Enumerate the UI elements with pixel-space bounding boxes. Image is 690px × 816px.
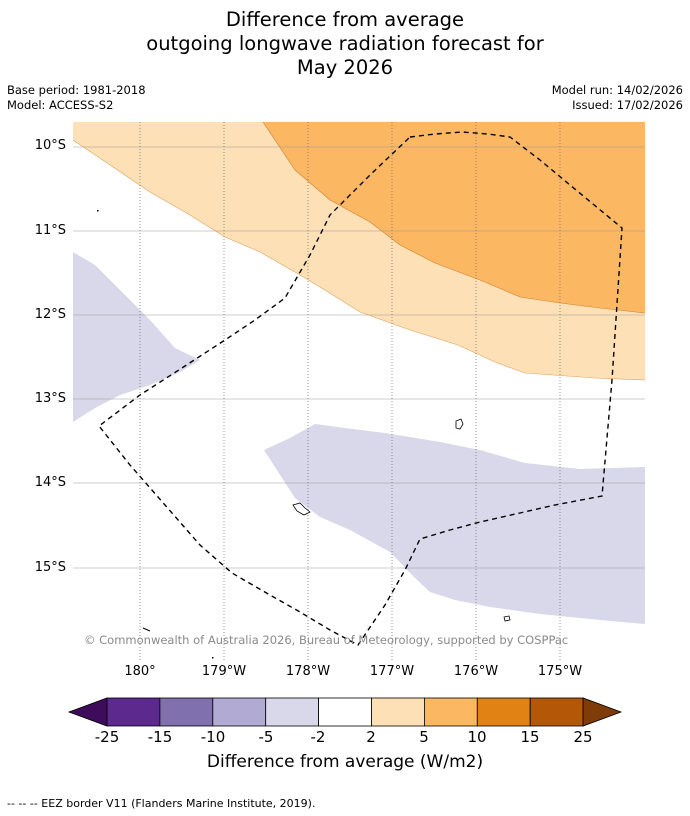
lon-label: 177°W (369, 664, 415, 679)
footer-note: -- -- -- EEZ border V11 (Flanders Marine… (7, 797, 316, 810)
colorbar-tick-label: 5 (419, 728, 429, 746)
lon-label: 179°W (201, 664, 247, 679)
colorbar-tick-label: -10 (200, 728, 226, 746)
meta-right: Model run: 14/02/2026 Issued: 17/02/2026 (552, 83, 683, 113)
lat-label: 15°S (34, 560, 66, 575)
lon-label: 180° (124, 664, 156, 679)
lat-label: 10°S (34, 138, 66, 153)
colorbar-tick-label: -2 (310, 728, 326, 746)
issued-date: Issued: 17/02/2026 (572, 98, 683, 112)
anomaly-region-5-10 (263, 122, 645, 313)
colorbar-cell (159, 697, 214, 727)
colorbar-tick-label: 2 (366, 728, 376, 746)
chart-title: Difference from average outgoing longwav… (0, 8, 690, 80)
colorbar-extend-high (582, 697, 623, 727)
anomaly-region-minus-5-minus-2-west (73, 252, 200, 422)
map-plot (73, 122, 645, 660)
contour-line (73, 139, 645, 381)
meta-left: Base period: 1981-2018 Model: ACCESS-S2 (7, 83, 146, 113)
colorbar-tick-label: 25 (573, 728, 593, 746)
colorbar-cell (529, 697, 584, 727)
colorbar-tick-label: -15 (147, 728, 173, 746)
colorbar-cell (212, 697, 267, 727)
copyright-notice: © Commonwealth of Australia 2026, Bureau… (84, 633, 569, 647)
colorbar-tick-label: 10 (467, 728, 487, 746)
island-outline (212, 657, 214, 659)
colorbar-title: Difference from average (W/m2) (206, 752, 484, 772)
lon-label: 175°W (537, 664, 583, 679)
colorbar-tick-label: 15 (520, 728, 540, 746)
lat-label: 11°S (34, 223, 66, 238)
model-run: Model run: 14/02/2026 (551, 83, 683, 97)
title-line-3: May 2026 (296, 56, 394, 79)
lat-label: 13°S (34, 391, 66, 406)
island-outline (503, 615, 511, 622)
island-outline (142, 627, 151, 632)
island-outline (97, 210, 99, 212)
lat-label: 14°S (34, 475, 66, 490)
title-line-2: outgoing longwave radiation forecast for (146, 32, 544, 55)
anomaly-region-minus-5-minus-2-southeast (264, 424, 645, 624)
colorbar-cell (423, 697, 478, 727)
island-outline (455, 418, 464, 430)
colorbar-tick-label: -5 (258, 728, 274, 746)
colorbar-cell (371, 697, 425, 727)
island-outline (292, 502, 311, 516)
colorbar-cell (265, 697, 320, 727)
colorbar-extend-low (67, 697, 108, 727)
colorbar-cell (476, 697, 531, 727)
eez-border (98, 131, 623, 646)
title-line-1: Difference from average (225, 8, 465, 31)
colorbar-cell (318, 697, 372, 727)
contour-line (262, 122, 645, 314)
model-name: Model: ACCESS-S2 (7, 98, 114, 112)
map-gridlines (73, 122, 645, 660)
base-period: Base period: 1981-2018 (7, 83, 146, 97)
colorbar-cell (106, 697, 161, 727)
lon-label: 176°W (453, 664, 499, 679)
lat-label: 12°S (34, 307, 66, 322)
lon-label: 178°W (285, 664, 331, 679)
colorbar-tick-label: -25 (94, 728, 120, 746)
